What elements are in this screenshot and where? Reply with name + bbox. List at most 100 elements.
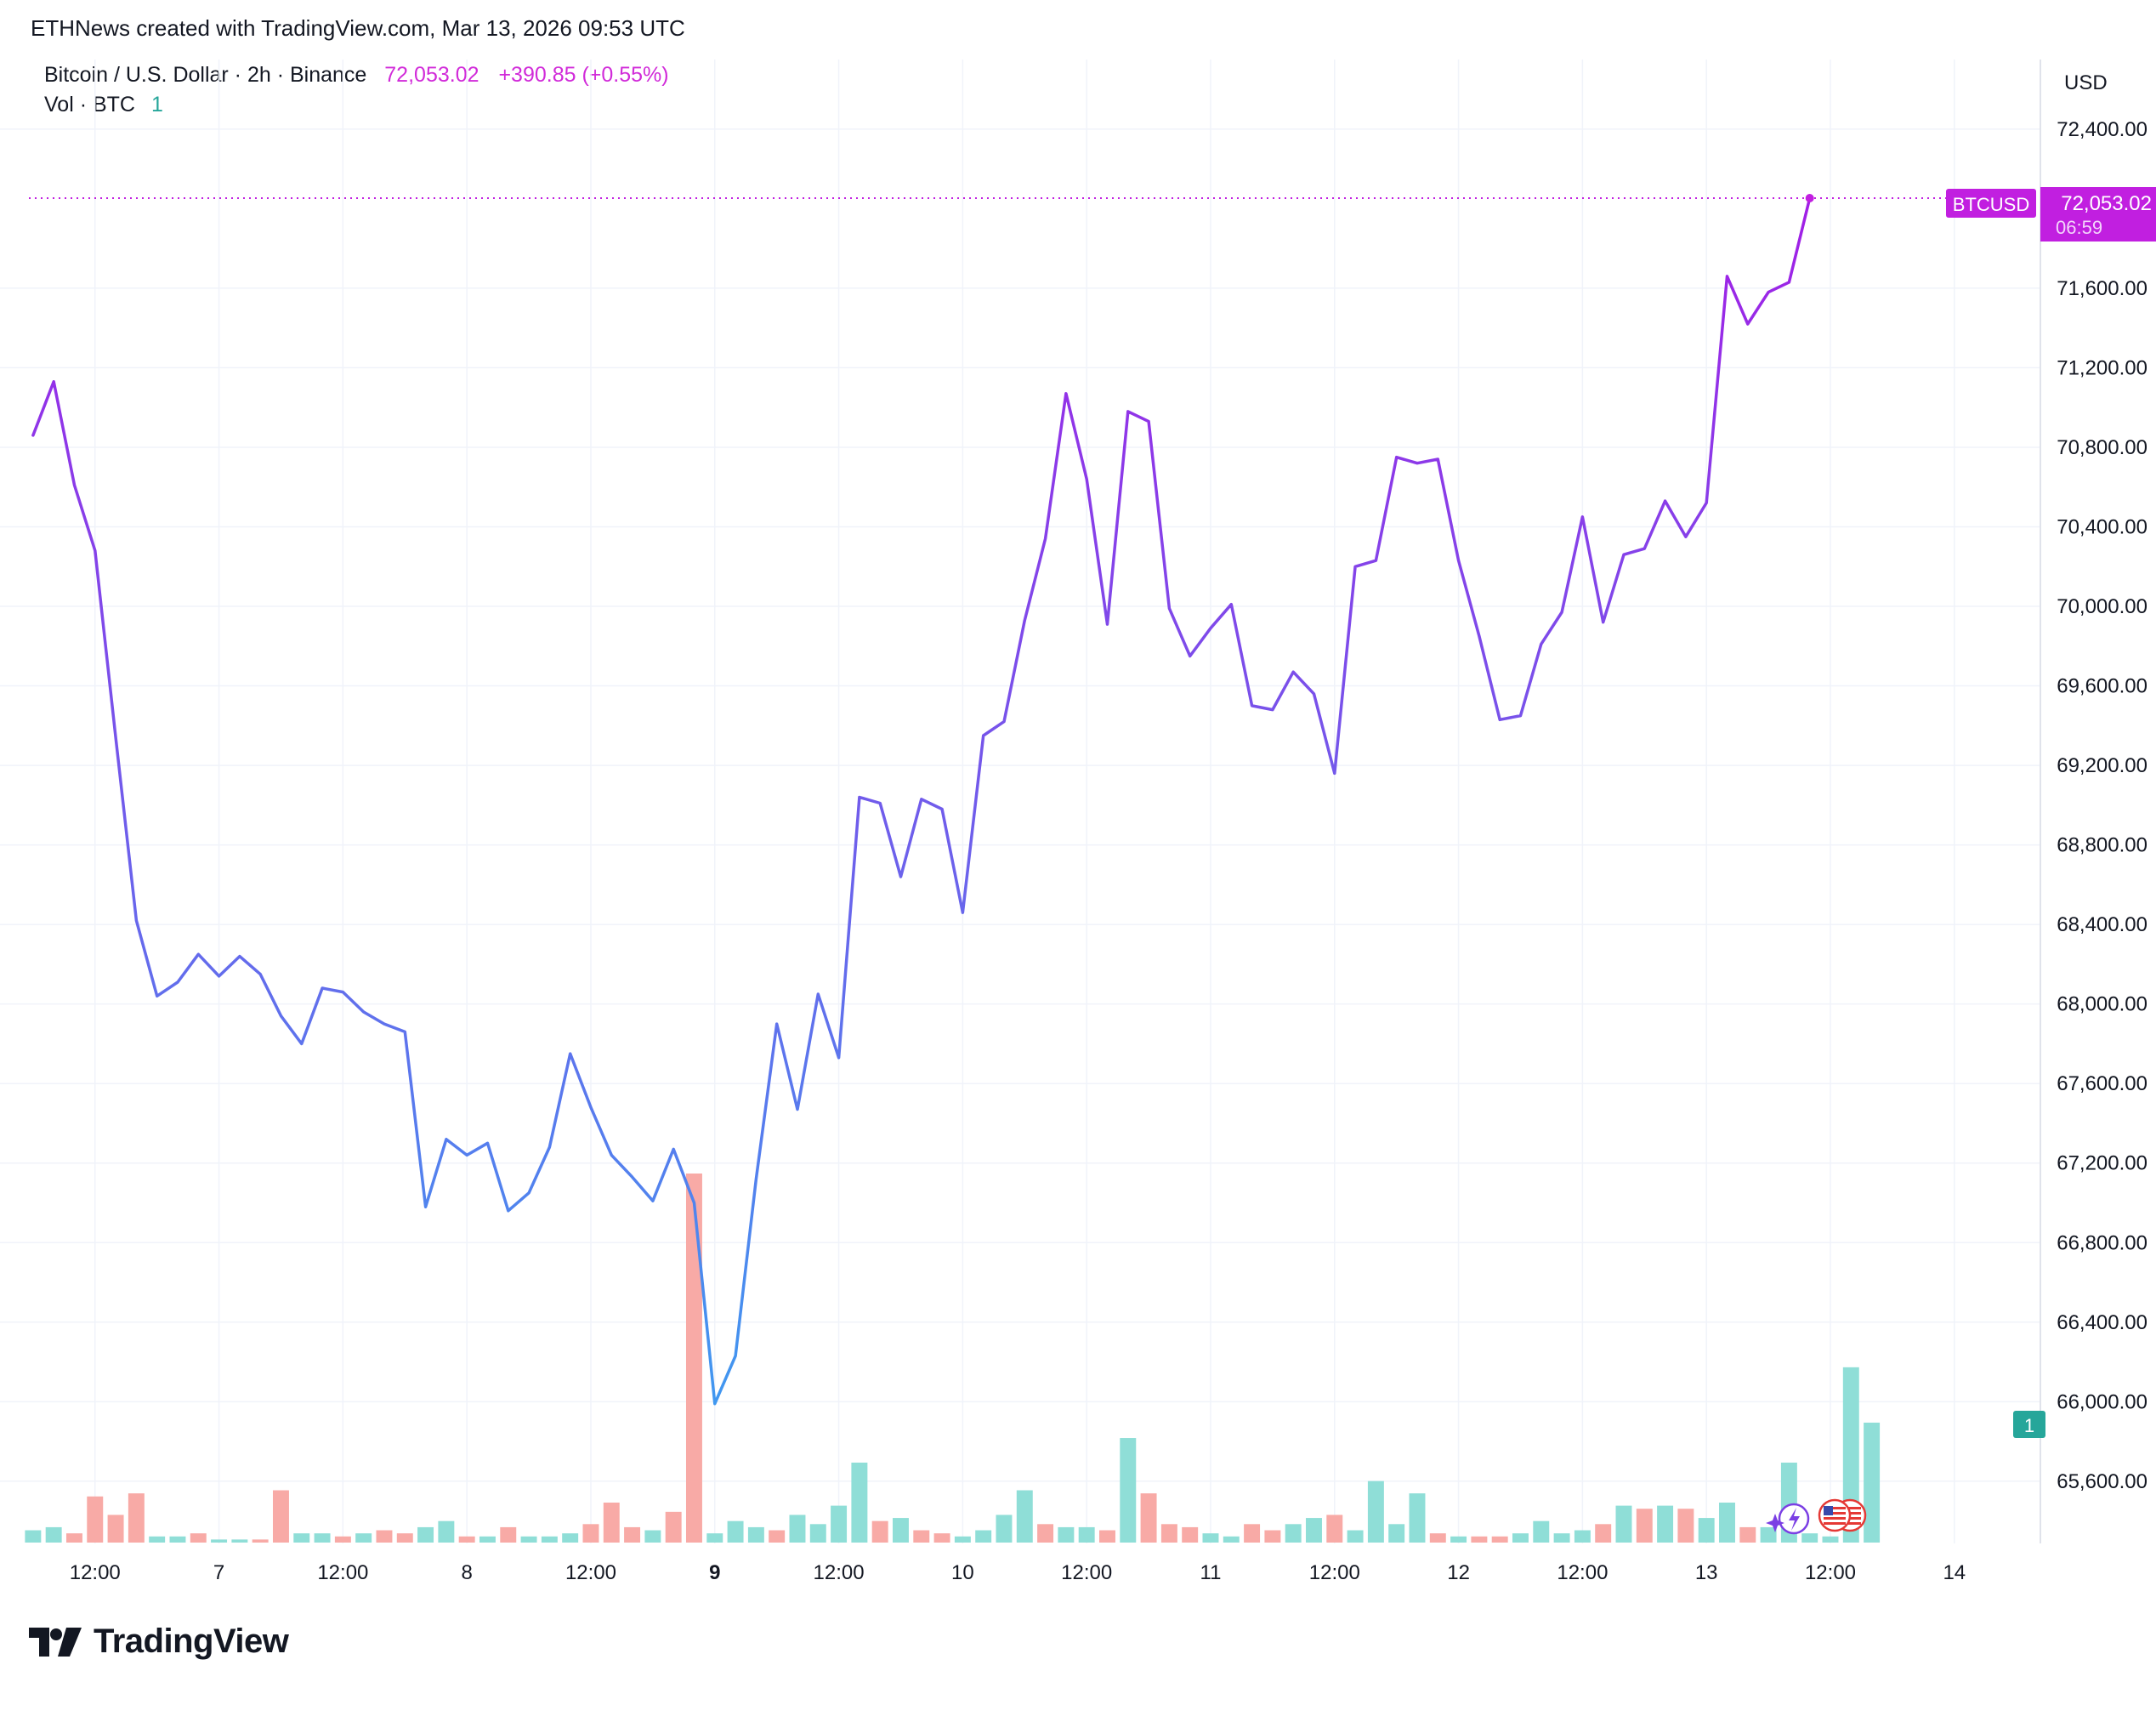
volume-bar: [1140, 1493, 1157, 1543]
currency-label[interactable]: USD: [2064, 71, 2108, 94]
symbol-legend[interactable]: Bitcoin / U.S. Dollar · 2h · Binance 72,…: [44, 63, 669, 88]
volume-bar: [1615, 1505, 1632, 1543]
volume-bar: [996, 1515, 1013, 1543]
volume-bar: [128, 1493, 145, 1543]
volume-bar: [190, 1533, 207, 1543]
volume-bar: [1058, 1526, 1075, 1543]
x-tick-label: 12:00: [565, 1561, 616, 1584]
volume-bar: [355, 1533, 372, 1543]
volume-bar: [1739, 1526, 1756, 1543]
y-tick-label: 71,200.00: [2057, 356, 2147, 379]
y-tick-label: 70,000.00: [2057, 595, 2147, 618]
volume-bar: [479, 1536, 496, 1543]
event-markers[interactable]: [1766, 1498, 1867, 1535]
volume-bar: [1636, 1509, 1653, 1543]
sparkle-icon: [1766, 1514, 1784, 1532]
volume-bar: [789, 1515, 806, 1543]
x-tick-label: 14: [1943, 1561, 1966, 1584]
x-tick-label: 12:00: [814, 1561, 865, 1584]
volume-bar: [1595, 1524, 1612, 1543]
volume-tag-value: 1: [2024, 1415, 2034, 1436]
last-price-dot: [1805, 193, 1814, 202]
volume-bar: [831, 1505, 848, 1543]
volume-bar: [376, 1530, 393, 1543]
price-tag-value-bg: [2040, 187, 2156, 242]
volume-bar: [438, 1520, 455, 1543]
y-tick-label: 68,800.00: [2057, 834, 2147, 857]
volume-bar: [541, 1536, 558, 1543]
x-tick-label: 12:00: [1557, 1561, 1608, 1584]
y-tick-label: 70,400.00: [2057, 515, 2147, 538]
volume-bar: [1760, 1526, 1777, 1543]
x-tick-label: 11: [1200, 1561, 1222, 1584]
x-tick-label: 12:00: [1805, 1561, 1856, 1584]
volume-bar: [1533, 1520, 1550, 1543]
volume-bar: [1657, 1505, 1674, 1543]
volume-bar: [1078, 1526, 1095, 1543]
price-tag[interactable]: BTCUSD 72,053.02 06:59: [1946, 187, 2156, 242]
grid: [0, 60, 2040, 1543]
volume-bar: [706, 1533, 723, 1543]
y-tick-label: 69,600.00: [2057, 675, 2147, 698]
y-tick-label: 72,400.00: [2057, 118, 2147, 141]
volume-bar: [954, 1536, 971, 1543]
price-axis[interactable]: 72,400.00 71,600.00 71,200.00 70,800.00 70,4…: [2057, 118, 2147, 1493]
volume-bar: [1160, 1524, 1177, 1543]
volume-bar: [272, 1490, 289, 1543]
y-tick-label: 67,600.00: [2057, 1072, 2147, 1095]
price-change: +390.85 (+0.55%): [498, 63, 669, 87]
volume-bar: [1367, 1480, 1384, 1543]
time-axis[interactable]: 12:00 7 12:00 8 12:00 9 12:00 10 12:00 11 12:00 12 1…: [70, 1561, 1966, 1584]
volume-bar: [1429, 1533, 1446, 1543]
volume-bar: [1864, 1422, 1881, 1543]
volume-bar: [747, 1526, 764, 1543]
price-tag-value: 72,053.02: [2061, 192, 2152, 215]
tradingview-logo-text: TradingView: [94, 1623, 289, 1660]
x-tick-label: 13: [1695, 1561, 1718, 1584]
y-tick-label: 68,000.00: [2057, 993, 2147, 1016]
volume-bar: [314, 1533, 331, 1543]
volume-bar: [169, 1536, 186, 1543]
price-tag-countdown: 06:59: [2056, 217, 2102, 238]
volume-bar: [975, 1530, 992, 1543]
volume-bar: [1842, 1367, 1859, 1543]
volume-bar: [45, 1526, 62, 1543]
volume-bar: [603, 1502, 620, 1543]
volume-bar: [1347, 1530, 1364, 1543]
volume-bar: [334, 1536, 351, 1543]
volume-bar: [1326, 1515, 1343, 1543]
y-tick-label: 69,200.00: [2057, 754, 2147, 777]
lightning-event-icon[interactable]: [1778, 1503, 1810, 1535]
volume-bars: [25, 1174, 1881, 1543]
volume-tag[interactable]: 1: [2013, 1411, 2045, 1438]
x-tick-label: 12:00: [1061, 1561, 1112, 1584]
x-tick-label: 12: [1447, 1561, 1470, 1584]
volume-bar: [1450, 1536, 1467, 1543]
x-tick-label: 9: [709, 1561, 720, 1584]
chart-credit: ETHNews created with TradingView.com, Ma…: [31, 15, 685, 41]
volume-bar: [582, 1524, 599, 1543]
volume-bar: [871, 1520, 888, 1543]
volume-bar: [149, 1536, 166, 1543]
tradingview-logo[interactable]: TradingView: [29, 1623, 289, 1661]
x-tick-label: 12:00: [70, 1561, 121, 1584]
volume-bar: [293, 1533, 310, 1543]
volume-legend[interactable]: Vol · BTC 1: [44, 93, 163, 117]
us-flag-event-icon-2[interactable]: [1818, 1498, 1852, 1532]
y-tick-label: 66,400.00: [2057, 1311, 2147, 1334]
x-tick-label: 8: [461, 1561, 472, 1584]
volume-bar: [1512, 1533, 1529, 1543]
volume-bar: [1719, 1502, 1735, 1543]
volume-bar: [1120, 1438, 1137, 1543]
volume-bar: [1264, 1530, 1281, 1543]
x-tick-label: 7: [213, 1561, 224, 1584]
volume-bar: [417, 1526, 434, 1543]
x-tick-label: 12:00: [1309, 1561, 1360, 1584]
volume-bar: [893, 1518, 909, 1543]
volume-bar: [1471, 1536, 1488, 1543]
volume-bar: [458, 1536, 475, 1543]
volume-bar: [1285, 1524, 1302, 1543]
y-tick-label: 71,600.00: [2057, 277, 2147, 300]
x-tick-label: 12:00: [317, 1561, 368, 1584]
